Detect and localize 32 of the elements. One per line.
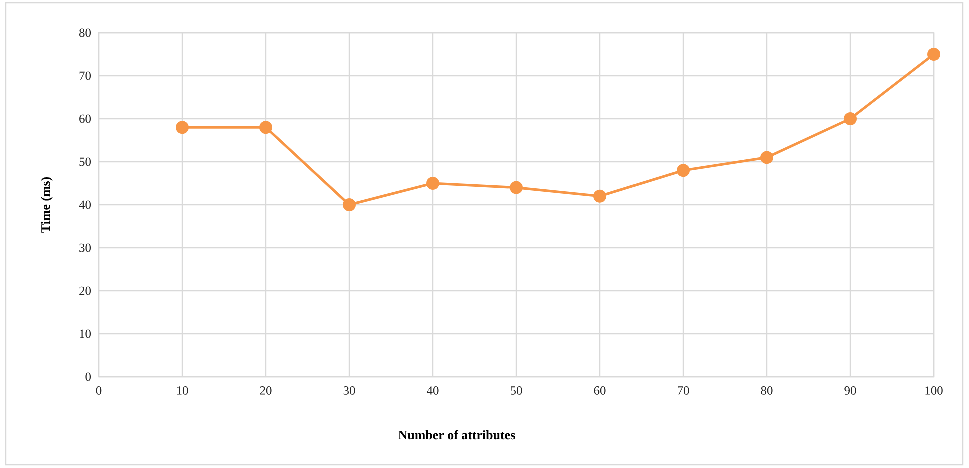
y-tick-label: 30 — [80, 244, 92, 252]
y-tick-label: 70 — [80, 72, 92, 80]
x-tick-label: 70 — [678, 386, 690, 395]
x-axis-title: Number of attributes — [398, 430, 516, 440]
point — [343, 198, 356, 212]
y-axis-title: Time (ms) — [41, 177, 53, 233]
point — [844, 112, 857, 126]
point — [594, 190, 606, 203]
x-tick-label: 80 — [761, 386, 773, 395]
y-tick-label: 10 — [80, 330, 92, 338]
y-tick-label: 40 — [79, 200, 92, 210]
x-tick-label: 20 — [260, 386, 272, 395]
x-tick-label: 100 — [926, 386, 943, 395]
y-tick-label: 50 — [80, 158, 92, 166]
x-tick-label: 90 — [844, 386, 856, 395]
point — [176, 121, 189, 134]
y-tick-label: 20 — [80, 286, 92, 296]
x-tick-label: 40 — [427, 386, 439, 395]
x-tick-label: 10 — [177, 386, 188, 395]
x-tick-label: 0 — [96, 386, 102, 395]
point — [760, 151, 774, 164]
point — [260, 121, 272, 134]
point — [677, 164, 690, 178]
x-tick-label: 30 — [344, 386, 356, 395]
x-tick-label: 50 — [510, 386, 522, 395]
y-tick-label: 0 — [86, 372, 92, 382]
point — [426, 177, 440, 190]
y-tick-label: 80 — [79, 28, 92, 38]
y-tick-label: 60 — [80, 114, 92, 124]
point — [510, 181, 523, 194]
x-tick-label: 60 — [594, 386, 606, 395]
point — [928, 48, 941, 61]
